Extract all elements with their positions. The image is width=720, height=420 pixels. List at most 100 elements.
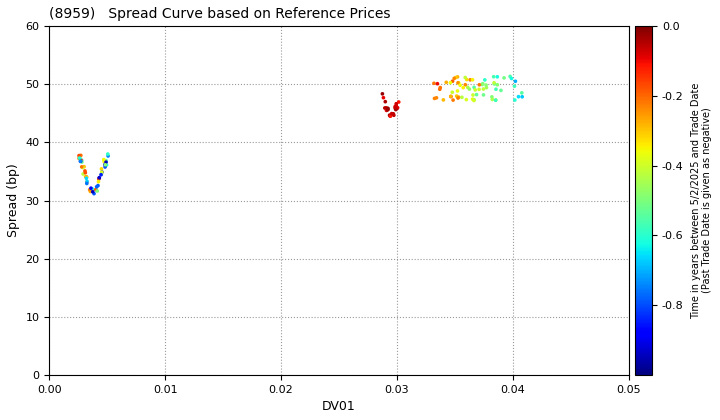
Point <box>477 86 489 92</box>
Point <box>90 186 102 193</box>
Point <box>492 81 503 88</box>
Point <box>93 178 104 185</box>
Point <box>74 154 86 160</box>
Point <box>473 86 485 93</box>
Point <box>457 84 469 91</box>
Point <box>75 158 86 165</box>
Point <box>467 76 478 83</box>
Point <box>516 93 528 100</box>
Point <box>387 110 399 117</box>
Point <box>456 94 468 101</box>
Point <box>451 93 462 100</box>
Point <box>469 87 481 93</box>
Point <box>85 188 96 194</box>
Point <box>461 96 472 103</box>
Point <box>445 93 456 100</box>
Point <box>452 94 464 101</box>
Point <box>390 104 401 111</box>
Point <box>92 182 104 189</box>
Y-axis label: Time in years between 5/2/2025 and Trade Date
(Past Trade Date is given as negat: Time in years between 5/2/2025 and Trade… <box>690 82 712 319</box>
Point <box>73 152 85 159</box>
Point <box>445 79 456 86</box>
Point <box>450 74 462 81</box>
Point <box>386 110 397 117</box>
Point <box>81 173 92 180</box>
Point <box>73 155 85 162</box>
Point <box>453 79 464 86</box>
Point <box>467 92 479 98</box>
Point <box>381 107 392 114</box>
Point <box>388 112 400 118</box>
Point <box>486 94 498 100</box>
Point <box>78 163 90 170</box>
Point <box>428 95 440 102</box>
Point <box>516 89 528 96</box>
Point <box>487 96 498 103</box>
Point <box>498 74 510 81</box>
Point <box>464 86 475 92</box>
Point <box>94 175 105 181</box>
Point <box>447 97 459 103</box>
Point <box>471 91 482 98</box>
Point <box>379 98 391 105</box>
Point <box>488 74 500 80</box>
Point <box>451 74 463 80</box>
Point <box>490 86 502 92</box>
Point <box>504 73 516 80</box>
Point <box>76 163 87 170</box>
Point <box>99 164 111 171</box>
Point <box>384 113 396 119</box>
Point <box>77 171 89 177</box>
Point <box>77 164 89 171</box>
Point <box>495 87 507 94</box>
Point <box>505 75 517 82</box>
Point <box>76 159 88 165</box>
Point <box>441 79 452 86</box>
Point <box>91 184 102 190</box>
Point <box>96 171 107 177</box>
Point <box>382 105 394 112</box>
Point <box>488 79 500 86</box>
Point <box>96 165 107 172</box>
Point <box>461 76 472 83</box>
Point <box>379 105 390 111</box>
Point <box>447 78 459 84</box>
Point <box>94 174 105 181</box>
Point <box>380 105 392 111</box>
Point <box>85 185 96 192</box>
Point <box>96 169 108 176</box>
Point <box>446 89 458 96</box>
Point <box>99 161 111 168</box>
Point <box>478 92 490 98</box>
Point <box>474 81 485 88</box>
Point <box>81 179 93 186</box>
Point <box>490 97 502 103</box>
Point <box>98 156 109 163</box>
Point <box>459 74 471 81</box>
Point <box>492 74 503 80</box>
Point <box>390 103 401 110</box>
Point <box>85 188 96 195</box>
Point <box>81 175 92 181</box>
Point <box>434 84 446 91</box>
Point <box>377 90 388 97</box>
Point <box>382 106 393 113</box>
Point <box>95 171 107 178</box>
Point <box>99 158 110 165</box>
Point <box>99 158 110 165</box>
Point <box>102 152 114 159</box>
Point <box>432 80 444 87</box>
Point <box>393 99 405 105</box>
Point <box>101 162 112 168</box>
Point <box>509 83 521 89</box>
Point <box>74 155 86 161</box>
Point <box>431 94 442 101</box>
Point <box>87 189 99 195</box>
Point <box>81 174 92 181</box>
Y-axis label: Spread (bp): Spread (bp) <box>7 164 20 237</box>
Point <box>490 97 501 104</box>
Point <box>509 97 521 103</box>
Point <box>438 97 449 103</box>
Point <box>96 169 107 176</box>
Point <box>513 93 524 100</box>
